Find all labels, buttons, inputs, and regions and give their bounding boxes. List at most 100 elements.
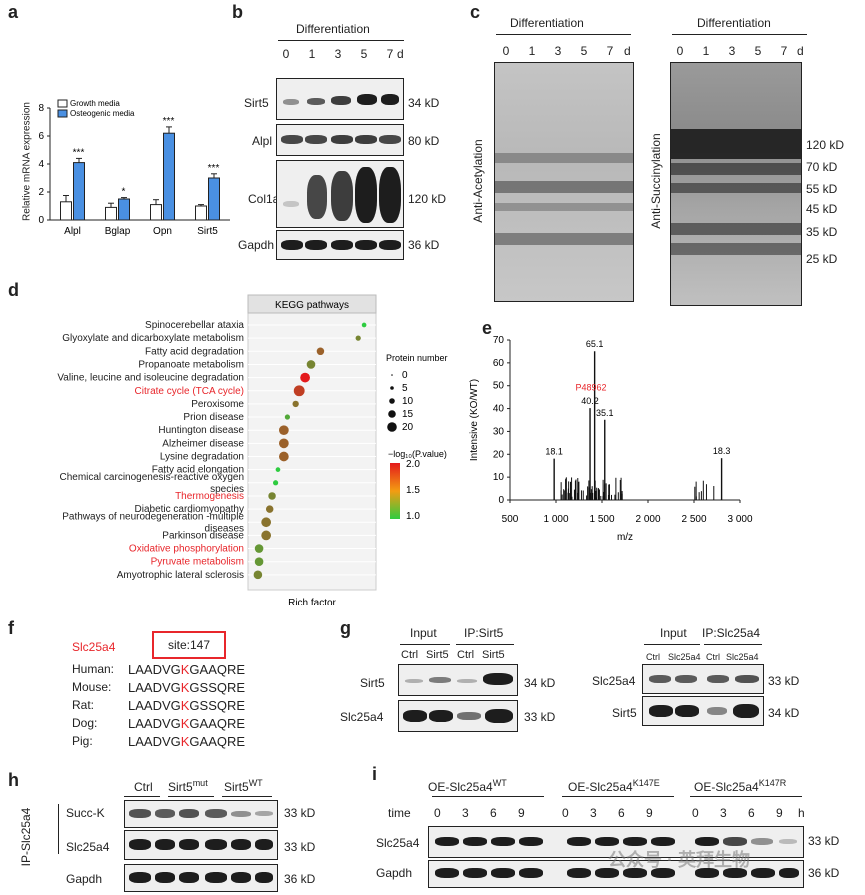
panel-d-point — [272, 480, 279, 486]
panel-d-point — [306, 360, 316, 369]
panel-d-category-label: Pyruvate metabolism — [151, 557, 244, 568]
panel-c-label-right-wrap: Anti-Succinylation — [644, 90, 668, 270]
panel-i-time-point: 0 — [434, 806, 441, 820]
panel-a-bar-growth-media — [150, 204, 162, 221]
panel-f-seq-post: GSSQRE — [189, 698, 246, 713]
panel-d-category-label: Lysine degradation — [160, 452, 244, 463]
panel-i-group-0: OE-Slc25a4WT — [428, 778, 507, 794]
panel-f-seq-pre: LAADVG — [128, 734, 181, 749]
panel-i-row-label-1: Gapdh — [376, 866, 413, 880]
panel-f-seq-k147: K — [180, 680, 190, 695]
panel-i-group-1: OE-Slc25a4K147E — [568, 778, 660, 794]
panel-d-category-label: Peroxisome — [191, 399, 244, 410]
panel-i-time-point: 0 — [562, 806, 569, 820]
panel-c-left-lane-1: 1 — [528, 44, 536, 58]
panel-g-left-row-label-1: Slc25a4 — [340, 710, 384, 724]
panel-d-category-label: Spinocerebellar ataxia — [145, 320, 244, 331]
panel-d-point — [265, 505, 274, 513]
panel-c-marker-45: 45 kD — [806, 202, 838, 216]
panel-d-point — [275, 467, 281, 472]
panel-h-kd-1: 33 kD — [284, 840, 316, 854]
panel-g-left-ip-line — [456, 644, 514, 645]
panel-b-kd-alpl: 80 kD — [408, 134, 440, 148]
panel-g-right-lane-2: Ctrl — [706, 652, 720, 662]
panel-a-category-label: Opn — [153, 226, 172, 237]
panel-a-legend-osteogenic: Osteogenic media — [70, 109, 135, 118]
panel-g-right-lane-1: Slc25a4 — [668, 652, 701, 662]
panel-f-sequence: LAADVGKGAAQRE — [128, 662, 245, 677]
panel-h-line-2 — [222, 796, 272, 797]
panel-c-right-lane-4: 7 — [780, 44, 788, 58]
panel-i-blot-slc25a4 — [428, 826, 804, 858]
panel-g-left-input: Input — [410, 626, 437, 640]
panel-d-point — [254, 557, 264, 566]
panel-c-gel-succinylation — [670, 62, 802, 306]
panel-d-point — [261, 530, 272, 541]
panel-i-kd-1: 36 kD — [808, 866, 840, 880]
panel-d-point — [316, 347, 325, 356]
panel-g-left-lane-3: Sirt5 — [482, 649, 505, 661]
panel-b-lane-1: 1 — [308, 47, 316, 61]
panel-d-category-label: Parkinson disease — [162, 530, 244, 541]
panel-b-lane-4: 7 — [386, 47, 394, 61]
panel-label-g: g — [340, 618, 351, 638]
panel-a-category-label: Alpl — [64, 226, 81, 237]
panel-f-seq-post: GAAQRE — [189, 662, 246, 677]
panel-d-size-legend-title: Protein number — [386, 353, 448, 363]
panel-i-group-line — [432, 796, 544, 797]
panel-d-title-strip — [247, 294, 377, 314]
panel-g-left-blot-sirt5 — [398, 664, 518, 696]
panel-e-xlabel: m/z — [617, 532, 633, 543]
panel-f-species-name: Pig: — [72, 734, 93, 748]
panel-c-header-right: Differentiation — [697, 16, 771, 30]
panel-g-right-input: Input — [660, 626, 687, 640]
panel-d-category-label-cont: species — [210, 484, 244, 495]
panel-c-header-line-right — [672, 34, 807, 35]
panel-e-peak-label: 18.1 — [545, 447, 563, 457]
panel-c-right-lane-0: 0 — [676, 44, 684, 58]
panel-d-point — [254, 544, 264, 553]
panel-a-ytick-label: 8 — [38, 103, 44, 114]
panel-d-title: KEGG pathways — [275, 300, 349, 311]
panel-h-kd-0: 33 kD — [284, 806, 316, 820]
panel-b-row-label-alpl: Alpl — [252, 134, 273, 148]
panel-h-line-0 — [124, 796, 160, 797]
panel-f-seq-k147: K — [180, 734, 190, 749]
panel-b-lane-2: 3 — [334, 47, 342, 61]
panel-label-b: b — [232, 2, 243, 22]
panel-g-right-kd-1: 34 kD — [768, 706, 800, 720]
panel-g-left-ip: IP:Sirt5 — [464, 626, 504, 640]
panel-h-group-0: Ctrl — [134, 780, 153, 794]
panel-d-point — [268, 492, 276, 500]
panel-d-kegg-chart: KEGG pathways Spinocerebellar ataxia Glyox… — [57, 294, 448, 605]
panel-g-right-input-line — [644, 644, 700, 645]
panel-d-size-legend-label: 15 — [402, 409, 414, 420]
panel-c-left-lane-4: 7 — [606, 44, 614, 58]
panel-e-spectrum-chart: 0 10 20 30 40 50 60 70 500 1 000 1 500 2 000 2 500 3 … — [469, 335, 753, 543]
panel-i-time-point: 3 — [462, 806, 469, 820]
panel-c-marker-70: 70 kD — [806, 160, 838, 174]
panel-e-ytick-label: 60 — [493, 358, 505, 369]
panel-d-category-label: Alzheimer disease — [162, 438, 244, 449]
panel-e-ytick-label: 30 — [493, 426, 505, 437]
panel-e-xtick-label: 2 000 — [635, 514, 660, 525]
panel-g-left-lane-0: Ctrl — [401, 649, 419, 661]
panel-h-group-1: Sirt5mut — [168, 778, 208, 794]
panel-d-point — [284, 414, 291, 420]
panel-b-row-label-gapdh: Gapdh — [238, 238, 275, 252]
panel-c-left-unit: d — [624, 44, 631, 58]
panel-d-plot-area — [247, 298, 377, 591]
panel-f-seq-pre: LAADVG — [128, 716, 181, 731]
panel-i-group-2: OE-Slc25a4K147R — [694, 778, 787, 794]
panel-d-category-label: Huntington disease — [158, 425, 244, 436]
panel-c-header-line-left — [496, 34, 631, 35]
panel-i-time-point: 0 — [692, 806, 699, 820]
panel-i-group-line — [690, 796, 802, 797]
panel-d-size-legend-label: 10 — [402, 396, 414, 407]
panel-c-label-succinylation: Anti-Succinylation — [649, 133, 663, 229]
panel-g-right-kd-0: 33 kD — [768, 674, 800, 688]
panel-f-seq-post: GSSQRE — [189, 680, 246, 695]
panel-a-category-label: Bglap — [105, 226, 131, 237]
panel-g-left-lane-2: Ctrl — [457, 649, 475, 661]
panel-f-seq-post: GAAQRE — [189, 734, 246, 749]
